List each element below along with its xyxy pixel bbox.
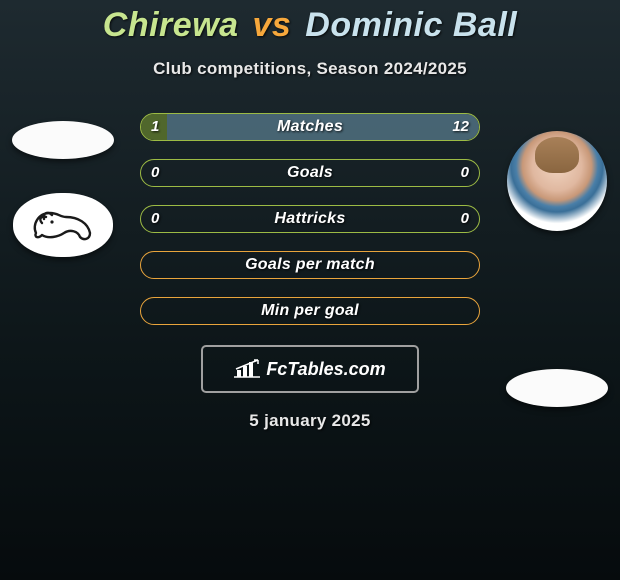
brand-chart-icon (234, 358, 260, 380)
stat-bar: Goals per match (140, 251, 480, 279)
stat-bar-value-right: 0 (461, 206, 469, 232)
brand-text: FcTables.com (266, 359, 385, 380)
subtitle: Club competitions, Season 2024/2025 (0, 59, 620, 79)
player1-club-logo (13, 193, 113, 257)
player1-avatar-placeholder (12, 121, 114, 159)
player2-column (502, 113, 612, 407)
stat-bar-label: Matches (141, 114, 479, 140)
stat-bar: Goals0 0 (140, 159, 480, 187)
stat-bar: Matches1 12 (140, 113, 480, 141)
player1-column (8, 113, 118, 257)
content-region: Matches112Goals00Hattricks00Goals per ma… (0, 113, 620, 431)
stat-bar-label: Min per goal (141, 298, 479, 324)
stat-bar-label: Goals per match (141, 252, 479, 278)
stat-bar: Min per goal (140, 297, 480, 325)
player2-avatar-photo (507, 131, 607, 231)
title-player1: Chirewa (103, 6, 239, 44)
comparison-title: Chirewa vs Dominic Ball (0, 0, 620, 45)
stat-bar-label: Hattricks (141, 206, 479, 232)
stat-bar-value-left: 0 (151, 206, 159, 232)
stat-bar-label: Goals (141, 160, 479, 186)
date-text: 5 january 2025 (0, 411, 620, 431)
stat-bars: Matches112Goals00Hattricks00Goals per ma… (140, 113, 480, 325)
stat-bar-value-left: 0 (151, 160, 159, 186)
player2-club-placeholder (506, 369, 608, 407)
title-player2: Dominic Ball (305, 6, 517, 44)
title-separator: vs (253, 6, 292, 44)
ram-logo-icon (28, 203, 98, 247)
stat-bar: Hattricks0 0 (140, 205, 480, 233)
stat-bar-value-left: 1 (151, 114, 159, 140)
stat-bar-value-right: 12 (452, 114, 469, 140)
stat-bar-value-right: 0 (461, 160, 469, 186)
brand-box: FcTables.com (201, 345, 419, 393)
